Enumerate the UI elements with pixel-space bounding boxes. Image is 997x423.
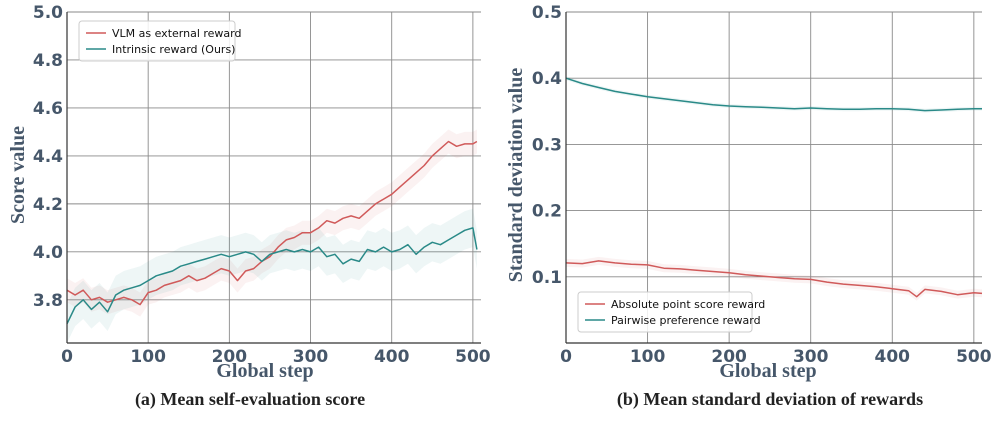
y-tick-label-5: 4.8 (33, 51, 63, 71)
x-tick-label-2: 200 (711, 347, 747, 367)
y-tick-label-4: 4.6 (33, 99, 63, 119)
y-tick-label-1: 4.0 (33, 243, 63, 263)
y-tick-label-2: 0.3 (532, 135, 562, 155)
x-tick-label-1: 100 (130, 347, 166, 367)
legend-frame (577, 291, 753, 333)
legend-label-0: Absolute point score reward (611, 298, 765, 311)
series-band-0 (67, 129, 477, 317)
series-line-1 (66, 227, 478, 325)
y-axis-label: Standard deviation value (505, 68, 527, 283)
x-tick-label-1: 100 (630, 347, 666, 367)
y-axis-label: Score value (7, 126, 29, 224)
x-axis-label: Global step (216, 360, 313, 382)
x-tick-label-0: 0 (61, 347, 73, 367)
series-line-0 (66, 140, 478, 306)
panel-b: 0 100 200 300 400 500 0.1 0.2 0.3 0.4 0.5 Global st… (505, 3, 992, 410)
x-tick-label-3: 300 (293, 347, 329, 367)
legend: VLM as external reward Intrinsic reward (… (78, 20, 241, 62)
x-tick-label-4: 400 (875, 347, 911, 367)
panel-a: 0 100 200 300 400 500 3.8 4.0 4.2 4.4 4.6 4.8 5.0 Glo… (7, 3, 491, 410)
panel-caption: (b) Mean standard deviation of rewards (617, 389, 923, 410)
x-tick-label-3: 300 (793, 347, 829, 367)
y-tick-label-1: 0.2 (532, 202, 562, 222)
x-axis-label: Global step (719, 360, 816, 382)
y-tick-label-3: 0.4 (532, 69, 562, 89)
y-tick-label-0: 3.8 (33, 291, 63, 311)
legend-label-0: VLM as external reward (112, 27, 241, 40)
y-tick-label-3: 4.4 (33, 147, 63, 167)
legend-label-1: Intrinsic reward (Ours) (112, 43, 235, 56)
panel-caption: (a) Mean self-evaluation score (135, 389, 365, 410)
series-band-1 (566, 76, 982, 113)
y-tick-label-2: 4.2 (33, 195, 63, 215)
legend: Absolute point score reward Pairwise pref… (577, 291, 765, 333)
legend-frame (78, 20, 236, 62)
x-tick-label-5: 500 (455, 347, 491, 367)
x-tick-label-5: 500 (956, 347, 992, 367)
legend-label-1: Pairwise preference reward (611, 314, 761, 327)
x-tick-label-4: 400 (374, 347, 410, 367)
y-tick-label-6: 5.0 (33, 3, 63, 23)
y-tick-label-4: 0.5 (532, 3, 562, 23)
series-line-1 (565, 77, 982, 112)
y-tick-label-0: 0.1 (532, 268, 562, 288)
series-band-1 (67, 208, 477, 343)
series-line-0 (565, 260, 983, 298)
x-tick-label-2: 200 (212, 347, 248, 367)
x-tick-label-0: 0 (560, 347, 572, 367)
